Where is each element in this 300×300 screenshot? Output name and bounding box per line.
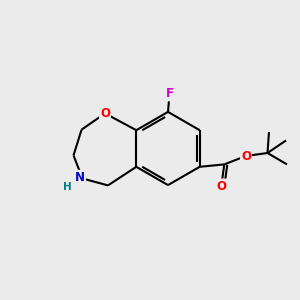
Text: F: F	[166, 87, 173, 101]
Text: O: O	[241, 149, 251, 163]
Text: O: O	[100, 107, 110, 120]
Text: O: O	[216, 179, 226, 193]
Text: N: N	[75, 171, 85, 184]
Text: H: H	[62, 182, 71, 193]
